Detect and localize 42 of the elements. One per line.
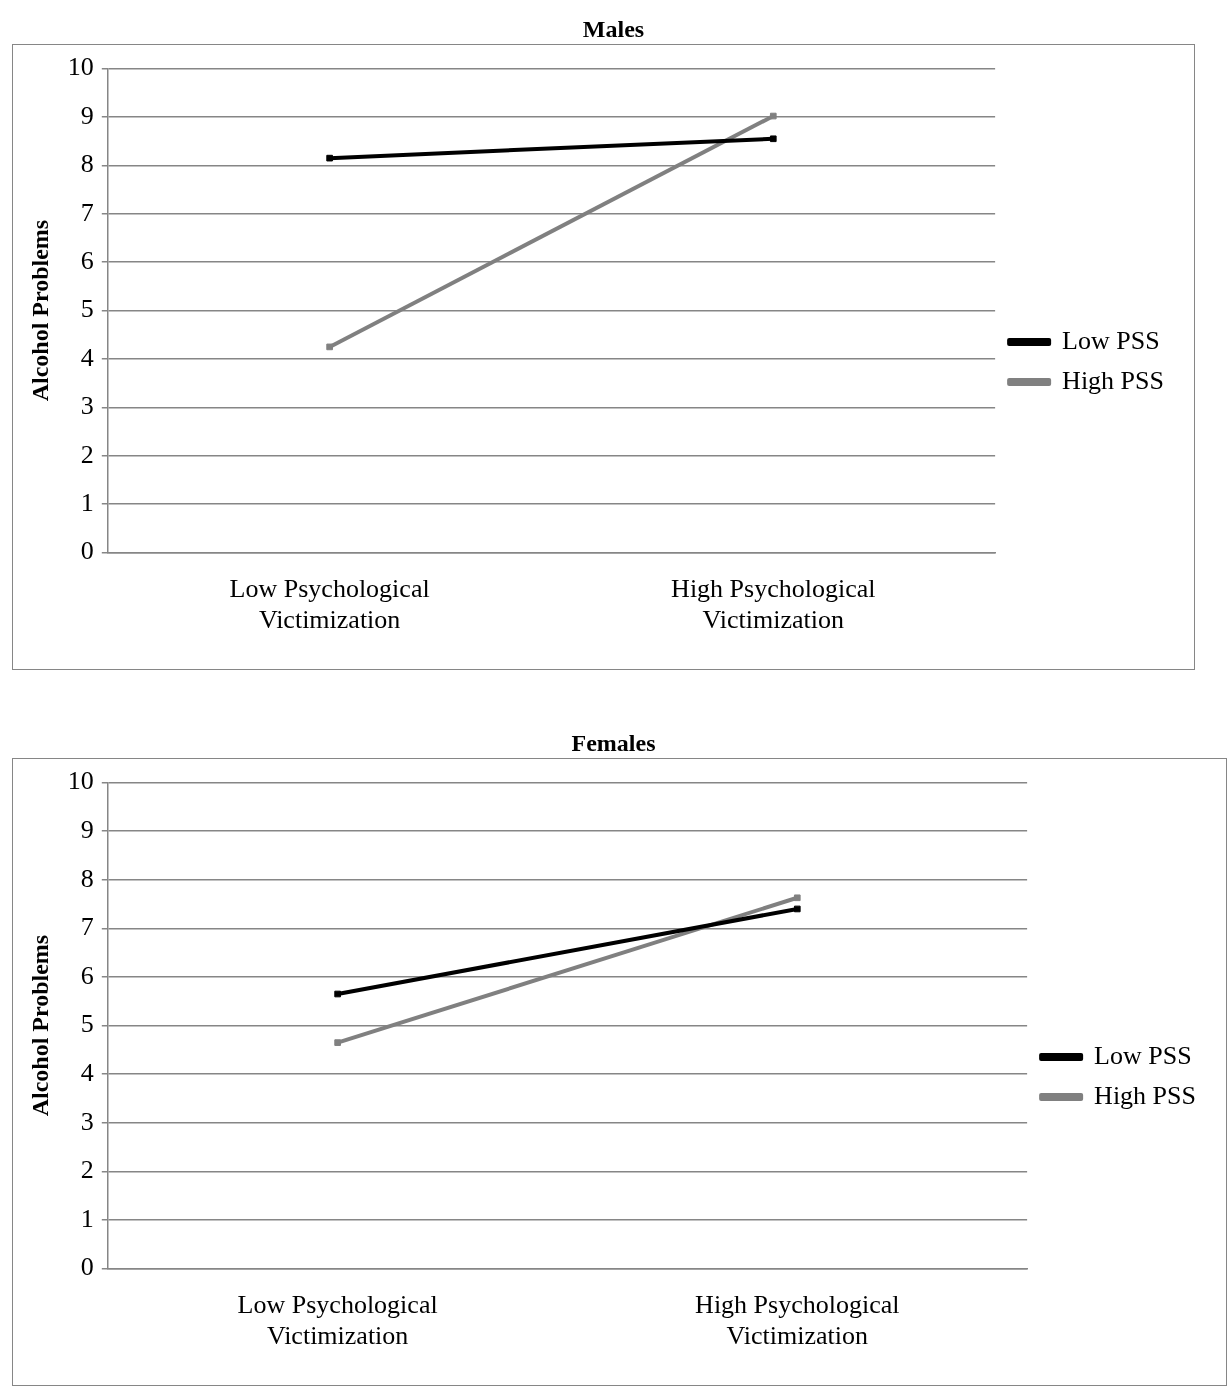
x-tick-label: Low Psychological Victimization [237,1290,438,1351]
x-tick-label: High Psychological Victimization [695,1290,900,1351]
y-tick-label: 3 [80,1106,94,1136]
x-tick-label: Low Psychological Victimization [229,574,430,635]
y-axis-title: Alcohol Problems [26,934,53,1117]
y-tick-label: 9 [80,815,94,845]
x-tick-label: High Psychological Victimization [671,574,876,635]
y-tick-label: 0 [80,536,94,566]
legend-label: High PSS [1094,1080,1197,1110]
chart-title: Females [570,729,657,758]
y-tick-label: 7 [80,912,94,942]
point [326,154,333,162]
point [334,1039,341,1046]
point [769,112,777,120]
y-tick-label: 2 [80,439,94,469]
point [769,135,777,143]
legend-label: Low PSS [1094,1040,1192,1070]
y-tick-label: 5 [80,294,94,324]
y-tick-label: 8 [80,863,94,893]
y-tick-label: 6 [80,960,94,990]
y-tick-label: 8 [80,149,94,179]
y-tick-label: 3 [80,391,94,421]
y-tick-label: 5 [80,1009,94,1039]
y-tick-label: 1 [80,1203,94,1233]
legend-label: High PSS [1062,365,1165,395]
y-tick-label: 9 [80,100,94,130]
legend-label: Low PSS [1062,325,1160,355]
y-tick-label: 4 [80,1058,94,1088]
y-tick-label: 10 [67,52,94,82]
point [793,905,801,913]
y-tick-label: 1 [80,488,94,518]
y-tick-label: 0 [80,1252,94,1282]
y-tick-label: 4 [80,342,94,372]
y-tick-label: 10 [67,766,94,796]
y-tick-label: 2 [80,1155,94,1185]
y-tick-label: 6 [80,246,94,276]
chart-title: Males [581,15,646,44]
point [334,990,341,998]
point [793,894,801,902]
y-tick-label: 7 [80,197,94,227]
point [326,343,333,351]
y-axis-title: Alcohol Problems [26,219,53,402]
